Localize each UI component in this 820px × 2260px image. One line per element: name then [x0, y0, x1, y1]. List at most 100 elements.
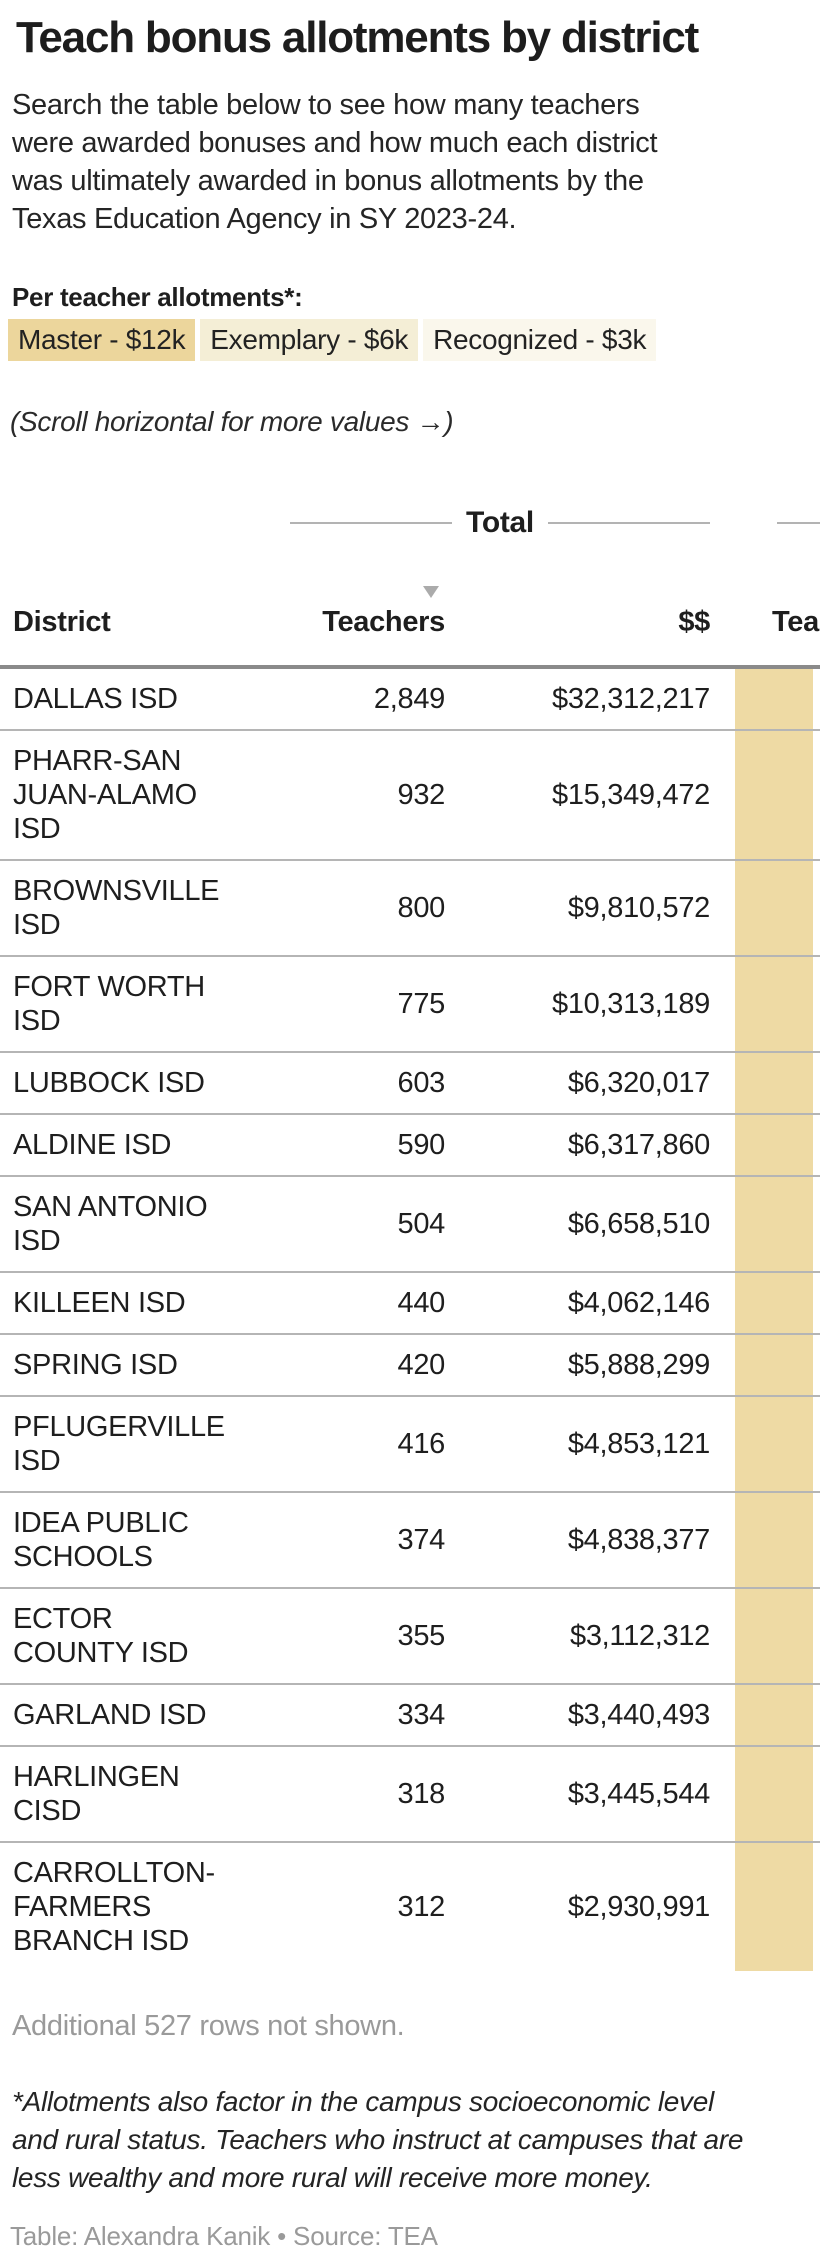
district-cell: ALDINE ISD [13, 1129, 172, 1161]
table-row: HARLINGEN CISD 318 $3,445,544 [0, 1745, 820, 1841]
highlight-cell [735, 1493, 813, 1587]
district-cell: BROWNSVILLE ISD [13, 875, 220, 941]
teachers-cell: 504 [397, 1208, 446, 1240]
column-gap [710, 1589, 735, 1683]
right-edge-margin [813, 861, 820, 955]
table-row: SPRING ISD 420 $5,888,299 [0, 1333, 820, 1395]
column-header-teachers-label: Teachers [322, 606, 445, 638]
district-cell: SPRING ISD [13, 1349, 178, 1381]
column-gap [710, 1493, 735, 1587]
column-group-header-row: Total [0, 506, 820, 539]
column-header-row: District Teachers $$ Tea [0, 586, 820, 639]
teachers-cell: 420 [397, 1349, 446, 1381]
right-edge-margin [813, 1843, 820, 1971]
scroll-hint: (Scroll horizontal for more values →) [10, 406, 454, 437]
right-edge-margin [813, 1115, 820, 1175]
total-cell: $15,349,472 [552, 779, 710, 811]
teachers-cell: 355 [397, 1620, 446, 1652]
district-cell: IDEA PUBLIC SCHOOLS [13, 1507, 189, 1573]
highlight-cell [735, 1397, 813, 1491]
column-gap [710, 731, 735, 859]
teachers-cell: 932 [397, 779, 446, 811]
highlight-cell [735, 669, 813, 729]
highlight-cell [735, 1589, 813, 1683]
total-cell: $9,810,572 [567, 892, 710, 924]
table-row: GARLAND ISD 334 $3,440,493 [0, 1683, 820, 1745]
column-header-partial[interactable]: Tea [772, 606, 819, 638]
column-gap [710, 1177, 735, 1271]
column-gap [710, 1397, 735, 1491]
teachers-cell: 440 [397, 1287, 446, 1319]
table-row: PHARR-SAN JUAN-ALAMO ISD 932 $15,349,472 [0, 729, 820, 859]
total-cell: $32,312,217 [552, 683, 710, 715]
teachers-cell: 374 [397, 1524, 446, 1556]
teachers-cell: 800 [397, 892, 446, 924]
total-cell: $4,853,121 [567, 1428, 710, 1460]
highlight-cell [735, 1335, 813, 1395]
teachers-cell: 603 [397, 1067, 446, 1099]
district-cell: HARLINGEN CISD [13, 1761, 180, 1827]
right-edge-margin [813, 1397, 820, 1491]
group-header-line-right [547, 522, 710, 524]
total-cell: $3,112,312 [570, 1620, 710, 1652]
table-row: CARROLLTON- FARMERS BRANCH ISD 312 $2,930,… [0, 1841, 820, 1971]
teachers-cell: 318 [397, 1778, 446, 1810]
right-edge-margin [813, 1589, 820, 1683]
teachers-cell: 775 [397, 988, 446, 1020]
column-header-teachers[interactable]: Teachers [290, 586, 445, 639]
column-gap [710, 1115, 735, 1175]
total-cell: $5,888,299 [567, 1349, 710, 1381]
table-row: LUBBOCK ISD 603 $6,320,017 [0, 1051, 820, 1113]
total-cell: $6,658,510 [567, 1208, 710, 1240]
legend: Per teacher allotments*: Master - $12k Ex… [0, 284, 820, 361]
highlight-cell [735, 1747, 813, 1841]
column-header-district[interactable]: District [13, 606, 111, 638]
column-gap [710, 1747, 735, 1841]
footnote: *Allotments also factor in the campus so… [12, 2086, 744, 2193]
teachers-cell: 416 [397, 1428, 446, 1460]
group-header-line-left [290, 522, 453, 524]
table-body: DALLAS ISD 2,849 $32,312,217 PHARR-SAN JUAN… [0, 665, 820, 1971]
district-cell: DALLAS ISD [13, 683, 178, 715]
column-gap [710, 669, 735, 729]
group-header-total: Total [290, 506, 710, 539]
right-edge-margin [813, 1177, 820, 1271]
table-row: BROWNSVILLE ISD 800 $9,810,572 [0, 859, 820, 955]
total-cell: $4,062,146 [567, 1287, 710, 1319]
table-row: SAN ANTONIO ISD 504 $6,658,510 [0, 1175, 820, 1271]
table-row: KILLEEN ISD 440 $4,062,146 [0, 1271, 820, 1333]
right-edge-margin [813, 957, 820, 1051]
highlight-cell [735, 1685, 813, 1745]
total-cell: $6,320,017 [567, 1067, 710, 1099]
legend-chip: Master - $12k [8, 319, 196, 361]
total-cell: $3,445,544 [567, 1778, 710, 1810]
sort-descending-icon[interactable] [423, 586, 439, 598]
teachers-cell: 590 [397, 1129, 446, 1161]
column-gap [710, 1685, 735, 1745]
total-cell: $4,838,377 [567, 1524, 710, 1556]
highlight-cell [735, 861, 813, 955]
highlight-cell [735, 957, 813, 1051]
right-edge-margin [813, 1493, 820, 1587]
rows-not-shown-note: Additional 527 rows not shown. [12, 2010, 405, 2042]
column-header-dollars[interactable]: $$ [678, 606, 710, 638]
district-cell: GARLAND ISD [13, 1699, 207, 1731]
column-gap [710, 861, 735, 955]
district-cell: ECTOR COUNTY ISD [13, 1603, 189, 1669]
table-scroll-region[interactable]: Total District Teachers $$ Tea DALLAS IS… [0, 506, 820, 1971]
district-cell: CARROLLTON- FARMERS BRANCH ISD [13, 1857, 215, 1957]
district-cell: FORT WORTH ISD [13, 971, 205, 1037]
total-cell: $2,930,991 [567, 1891, 710, 1923]
table-row: ALDINE ISD 590 $6,317,860 [0, 1113, 820, 1175]
right-edge-margin [813, 1053, 820, 1113]
highlight-cell [735, 1053, 813, 1113]
column-gap [710, 957, 735, 1051]
credit-line: Table: Alexandra Kanik • Source: TEA [10, 2221, 438, 2251]
district-cell: SAN ANTONIO ISD [13, 1191, 208, 1257]
table-row: IDEA PUBLIC SCHOOLS 374 $4,838,377 [0, 1491, 820, 1587]
right-edge-margin [813, 1685, 820, 1745]
highlight-cell [735, 1177, 813, 1271]
right-edge-margin [813, 1273, 820, 1333]
page-title: Teach bonus allotments by district [16, 13, 699, 62]
